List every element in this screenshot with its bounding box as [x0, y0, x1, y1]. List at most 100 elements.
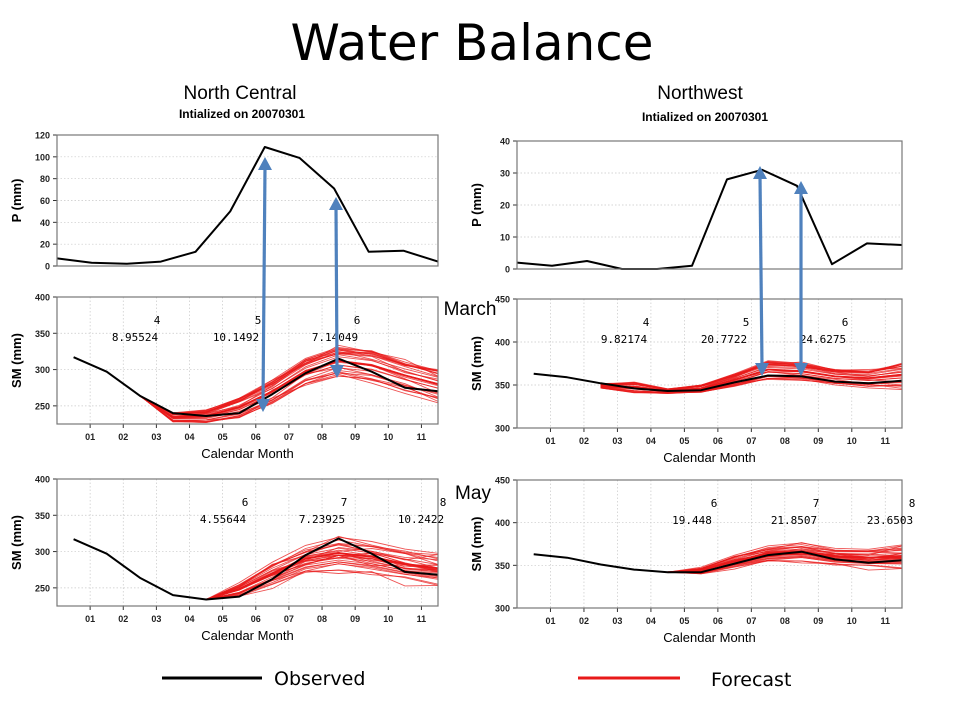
x-tick-label: 06 [713, 436, 723, 446]
y-tick-label: 80 [40, 174, 50, 184]
observed-line [73, 356, 439, 417]
arrow-head-up [258, 157, 272, 170]
x-tick-label: 05 [679, 436, 689, 446]
annotation-month: 8 [909, 497, 916, 510]
x-tick-label: 07 [746, 616, 756, 626]
y-tick-label: 120 [35, 131, 50, 141]
y-tick-label: 10 [500, 233, 510, 243]
y-tick-label: 60 [40, 196, 50, 206]
y-axis-label: SM (mm) [9, 515, 24, 570]
y-axis-label: SM (mm) [469, 336, 484, 391]
init-label-north-central: Intialized on 20070301 [179, 107, 305, 121]
x-tick-label: 01 [545, 436, 555, 446]
y-tick-label: 400 [35, 475, 50, 485]
arrow-shaft [334, 206, 339, 369]
x-tick-label: 08 [780, 436, 790, 446]
x-tick-label: 07 [284, 614, 294, 624]
annotation-value: 8.95524 [112, 331, 159, 344]
x-tick-label: 10 [383, 432, 393, 442]
x-tick-label: 09 [350, 614, 360, 624]
plot-frame [516, 298, 903, 429]
x-tick-label: 06 [251, 614, 261, 624]
forecast-member-line [139, 373, 439, 423]
arrow-head-down [755, 363, 769, 376]
annotation-month: 6 [354, 314, 361, 327]
x-tick-label: 08 [317, 432, 327, 442]
x-tick-label: 01 [85, 432, 95, 442]
chart-north-central-precipitation: 0 20 40 60 80 100 120 P (mm) [9, 131, 439, 272]
forecast-member-line [205, 548, 439, 600]
legend: Observed Forecast [162, 668, 791, 691]
annotation-value: 10.2422 [398, 513, 444, 526]
y-axis-label: P (mm) [9, 179, 24, 223]
plot-frame [516, 479, 903, 609]
chart-north-central-soil-moisture-march: 250 300 350 400 01 02 03 04 05 06 07 08 09 10 11 SM (mm… [9, 293, 439, 461]
y-tick-label: 0 [505, 265, 510, 275]
chart-northwest-precipitation: 0 10 20 30 40 P (mm) [469, 137, 903, 275]
x-tick-label: 02 [579, 616, 589, 626]
y-tick-label: 40 [40, 218, 50, 228]
y-axis-label: SM (mm) [469, 517, 484, 572]
x-tick-label: 06 [251, 432, 261, 442]
annotation-value: 9.82174 [601, 333, 648, 346]
x-tick-label: 04 [185, 614, 195, 624]
forecast-member-line [206, 570, 439, 600]
y-tick-label: 30 [500, 169, 510, 179]
x-axis-label: Calendar Month [663, 450, 756, 465]
figure-title: Water Balance [290, 14, 653, 72]
x-tick-label: 03 [612, 616, 622, 626]
x-tick-label: 10 [383, 614, 393, 624]
x-tick-label: 09 [813, 436, 823, 446]
x-tick-label: 09 [813, 616, 823, 626]
x-tick-label: 11 [881, 436, 891, 446]
region-title-north-central: North Central [184, 83, 297, 104]
forecast-member-line [667, 550, 903, 573]
forecast-mean-line [139, 359, 439, 419]
x-tick-label: 11 [417, 614, 427, 624]
annotation-month: 5 [743, 316, 750, 329]
arrow-head-up [794, 181, 808, 194]
y-tick-label: 350 [495, 381, 510, 391]
y-tick-label: 450 [495, 476, 510, 486]
y-tick-label: 20 [500, 201, 510, 211]
forecast-member-line [600, 362, 903, 391]
forecast-member-line [667, 544, 903, 573]
forecast-member-line [205, 539, 439, 600]
annotation-value: 20.7722 [701, 333, 747, 346]
x-axis-label: Calendar Month [201, 628, 294, 643]
y-tick-label: 250 [35, 583, 50, 593]
arrow-head-up [753, 166, 767, 179]
x-tick-label: 01 [85, 614, 95, 624]
y-tick-label: 40 [500, 137, 510, 147]
y-tick-label: 0 [45, 262, 50, 272]
y-tick-label: 400 [35, 293, 50, 303]
x-tick-label: 11 [417, 432, 427, 442]
annotation-value: 24.6275 [800, 333, 846, 346]
arrow-head-up [329, 197, 343, 210]
observed-line [516, 168, 903, 270]
chart-northwest-soil-moisture-march: 300 350 400 450 01 02 03 04 05 06 07 08 09 10 11 SM (mm… [469, 295, 903, 465]
y-tick-label: 250 [35, 401, 50, 411]
annotation-value: 7.14049 [312, 331, 358, 344]
x-axis-label: Calendar Month [663, 630, 756, 645]
x-tick-label: 06 [713, 616, 723, 626]
x-tick-label: 11 [881, 616, 891, 626]
plot-frame [516, 140, 903, 270]
chart-northwest-soil-moisture-may: 300 350 400 450 01 02 03 04 05 06 07 08 09 10 11 SM (mm… [469, 476, 915, 646]
annotation-month: 6 [242, 496, 249, 509]
observed-line [56, 146, 439, 265]
x-axis-label: Calendar Month [201, 446, 294, 461]
row-label-march: March [444, 299, 497, 320]
annotation-arrows [256, 157, 808, 412]
x-tick-label: 02 [118, 432, 128, 442]
forecast-member-line [206, 563, 439, 600]
annotation-value: 7.23925 [299, 513, 345, 526]
plot-frame [56, 478, 439, 607]
forecast-member-line [600, 377, 903, 394]
region-title-northwest: Northwest [657, 83, 743, 104]
x-tick-label: 05 [218, 432, 228, 442]
annotation-value: 4.55644 [200, 513, 247, 526]
legend-forecast-label: Forecast [711, 669, 791, 691]
forecast-mean-line [205, 552, 439, 601]
